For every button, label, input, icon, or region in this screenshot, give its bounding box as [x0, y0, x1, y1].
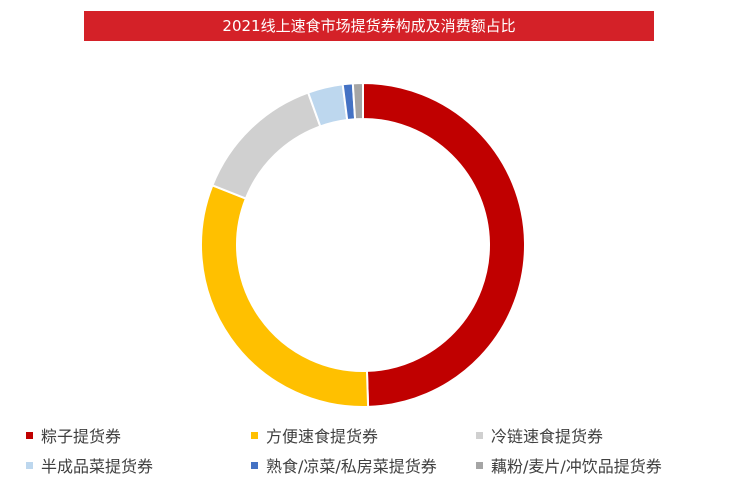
legend-label: 熟食/凉菜/私房菜提货券 — [266, 457, 437, 476]
legend-swatch — [26, 461, 33, 469]
legend-swatch — [26, 431, 33, 439]
legend-item-6: 藕粉/麦片/冲饮品提货券 — [476, 454, 726, 476]
legend-item-2: 方便速食提货券 — [251, 424, 476, 446]
legend-label: 藕粉/麦片/冲饮品提货券 — [491, 457, 662, 476]
legend-item-3: 冷链速食提货券 — [476, 424, 726, 446]
donut-slice-2 — [200, 184, 370, 408]
donut-slice-3 — [211, 91, 322, 200]
legend-item-5: 熟食/凉菜/私房菜提货券 — [251, 454, 476, 476]
legend-label: 半成品菜提货券 — [41, 457, 154, 476]
legend: 粽子提货券 方便速食提货券 冷链速食提货券半成品菜提货券 熟食/凉菜/私房菜提货券 藕粉… — [26, 424, 726, 476]
donut-slice-1 — [362, 81, 526, 408]
chart-title: 2021线上速食市场提货券构成及消费额占比 — [84, 11, 654, 41]
legend-label: 粽子提货券 — [41, 427, 122, 446]
legend-swatch — [476, 461, 483, 469]
legend-item-4: 半成品菜提货券 — [26, 454, 251, 476]
legend-swatch — [251, 461, 258, 469]
legend-swatch — [251, 431, 258, 439]
legend-item-1: 粽子提货券 — [26, 424, 251, 446]
donut-chart — [200, 81, 526, 408]
legend-swatch — [476, 431, 483, 439]
donut-slice-6 — [351, 81, 364, 121]
legend-label: 方便速食提货券 — [266, 427, 379, 446]
legend-label: 冷链速食提货券 — [491, 427, 604, 446]
